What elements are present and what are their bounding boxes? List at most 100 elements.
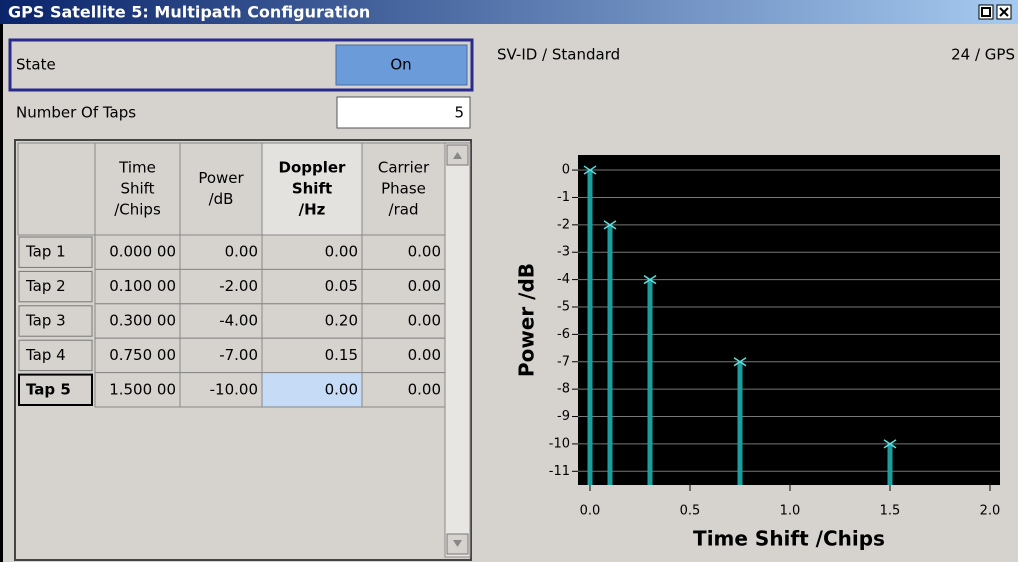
x-tick-label: 0.0 xyxy=(580,504,601,519)
table-cell-text: -7.00 xyxy=(219,346,258,364)
table-cell[interactable] xyxy=(94,372,181,408)
row-header-text: Tap 5 xyxy=(26,380,71,398)
y-tick-label: -8 xyxy=(557,382,570,397)
y-tick-label: -4 xyxy=(557,272,570,287)
y-tick-label: -7 xyxy=(557,354,570,369)
table-cell-text: 0.00 xyxy=(325,380,358,398)
column-header-text: Time xyxy=(118,159,156,177)
scrollbar xyxy=(444,142,471,558)
column-header xyxy=(179,142,263,236)
y-tick-label: 0 xyxy=(562,163,570,178)
column-header-text: Phase xyxy=(381,180,426,198)
sv-label: SV-ID / Standard xyxy=(497,46,620,64)
x-tick-label: 2.0 xyxy=(980,504,1001,519)
table-cell[interactable] xyxy=(361,303,446,339)
table-cell-text: 0.300 00 xyxy=(109,312,176,330)
state-value: On xyxy=(390,56,411,74)
table-cell-text: 1.500 00 xyxy=(109,380,176,398)
sv-value: 24 / GPS xyxy=(951,46,1015,64)
table-cell[interactable] xyxy=(179,234,263,270)
column-header-text: /rad xyxy=(389,201,419,219)
table-cell-text: 0.00 xyxy=(225,243,258,261)
table-cell-text: 0.750 00 xyxy=(109,346,176,364)
column-header-text: Doppler xyxy=(279,159,347,177)
stem-marker xyxy=(583,165,597,175)
table-cell-text: 0.00 xyxy=(408,312,441,330)
table-cell-text: 0.000 00 xyxy=(109,243,176,261)
row-header-text: Tap 3 xyxy=(25,312,66,330)
y-tick-label: -11 xyxy=(549,464,570,479)
table-cell-text: 0.20 xyxy=(325,312,358,330)
close-icon xyxy=(999,7,1009,17)
state-label: State xyxy=(16,56,56,74)
y-tick-label: -10 xyxy=(549,436,570,451)
y-tick-label: -5 xyxy=(557,299,570,314)
table-cell[interactable] xyxy=(361,234,446,270)
x-axis-label: Time Shift /Chips xyxy=(693,527,885,551)
y-tick-label: -1 xyxy=(557,190,570,205)
state-button[interactable] xyxy=(335,44,468,86)
y-tick-label: -6 xyxy=(557,327,570,342)
table-cell[interactable] xyxy=(261,303,363,339)
column-header-text: Shift xyxy=(292,180,332,198)
window-title: GPS Satellite 5: Multipath Configuration xyxy=(8,3,370,22)
column-header xyxy=(261,142,363,236)
table-cell[interactable] xyxy=(361,372,446,408)
column-header-text: /Chips xyxy=(114,201,161,219)
table-cell[interactable] xyxy=(179,268,263,305)
table-cell-text: -2.00 xyxy=(219,277,258,295)
table-cell[interactable] xyxy=(361,268,446,305)
table-cell[interactable] xyxy=(261,372,363,408)
x-tick-label: 1.0 xyxy=(780,504,801,519)
row-header[interactable] xyxy=(18,236,93,268)
table-cell-text: 0.00 xyxy=(325,243,358,261)
table-cell[interactable] xyxy=(94,303,181,339)
table-cell-text: 0.00 xyxy=(408,346,441,364)
table-cell[interactable] xyxy=(179,303,263,339)
table-cell-text: 0.00 xyxy=(408,380,441,398)
x-tick-label: 0.5 xyxy=(680,504,701,519)
table-cell-text: 0.05 xyxy=(325,277,358,295)
table-cell[interactable] xyxy=(179,372,263,408)
stem-marker xyxy=(733,357,747,367)
column-header xyxy=(94,142,181,236)
scroll-down-arrow xyxy=(453,540,462,547)
column-header-text: /dB xyxy=(209,190,234,208)
row-header[interactable] xyxy=(18,373,93,407)
x-tick-label: 1.5 xyxy=(880,504,901,519)
table-cell-text: 0.00 xyxy=(408,277,441,295)
stem-marker xyxy=(883,439,897,449)
plot-area xyxy=(578,155,1000,485)
left-border xyxy=(0,24,3,562)
table-cell-text: 0.00 xyxy=(408,243,441,261)
row-header[interactable] xyxy=(18,305,93,337)
column-header-text: Shift xyxy=(120,180,154,198)
title-bar xyxy=(0,0,1018,24)
table-cell[interactable] xyxy=(94,337,181,374)
taps-label: Number Of Taps xyxy=(16,104,136,122)
stem-marker xyxy=(603,220,617,230)
table-cell[interactable] xyxy=(94,234,181,270)
row-header[interactable] xyxy=(18,270,93,303)
row-header-text: Tap 1 xyxy=(25,243,66,261)
header-corner xyxy=(17,142,96,236)
table-cell[interactable] xyxy=(261,268,363,305)
column-header-text: Power xyxy=(198,169,244,187)
table-cell-text: 0.100 00 xyxy=(109,277,176,295)
column-header xyxy=(361,142,446,236)
scroll-up-arrow xyxy=(453,152,462,159)
row-header[interactable] xyxy=(18,339,93,372)
stem-marker xyxy=(643,274,657,285)
table-cell[interactable] xyxy=(94,268,181,305)
table-cell-text: -10.00 xyxy=(210,380,258,398)
table-cell[interactable] xyxy=(261,234,363,270)
taps-input[interactable] xyxy=(336,96,471,129)
table-cell-text: -4.00 xyxy=(219,312,258,330)
column-header-text: /Hz xyxy=(299,201,326,219)
table-cell[interactable] xyxy=(361,337,446,374)
table-cell-text: 0.15 xyxy=(325,346,358,364)
y-tick-label: -9 xyxy=(557,409,570,424)
y-tick-label: -2 xyxy=(557,217,570,232)
